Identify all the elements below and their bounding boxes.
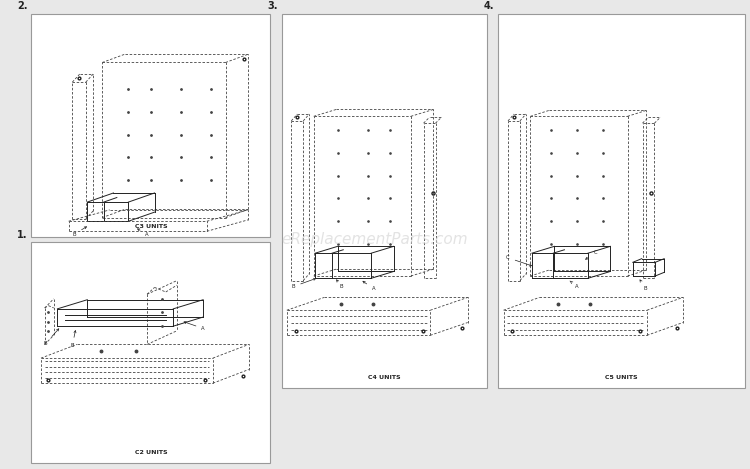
Text: eReplacementParts.com: eReplacementParts.com [282, 232, 468, 247]
Text: B: B [640, 280, 647, 291]
Text: C: C [506, 255, 532, 266]
Text: 1.: 1. [17, 229, 28, 240]
Text: B: B [44, 329, 58, 346]
Text: A: A [570, 281, 578, 289]
Text: A: A [363, 281, 375, 291]
Text: B: B [292, 278, 316, 289]
Text: C: C [586, 250, 597, 259]
Text: A: A [137, 229, 149, 236]
FancyBboxPatch shape [498, 14, 745, 388]
Text: C4 UNITS: C4 UNITS [368, 375, 400, 379]
Text: C5 UNITS: C5 UNITS [605, 375, 638, 379]
Text: C2 UNITS: C2 UNITS [134, 450, 167, 455]
Text: B: B [73, 227, 86, 236]
Text: C3 UNITS: C3 UNITS [134, 224, 167, 229]
FancyBboxPatch shape [281, 14, 487, 388]
Text: B: B [337, 280, 344, 289]
FancyBboxPatch shape [32, 242, 271, 463]
Text: A: A [184, 322, 205, 331]
Text: 4.: 4. [484, 1, 494, 11]
Text: B: B [70, 331, 76, 348]
FancyBboxPatch shape [32, 14, 271, 237]
Text: 2.: 2. [17, 1, 28, 11]
Text: 3.: 3. [267, 1, 278, 11]
